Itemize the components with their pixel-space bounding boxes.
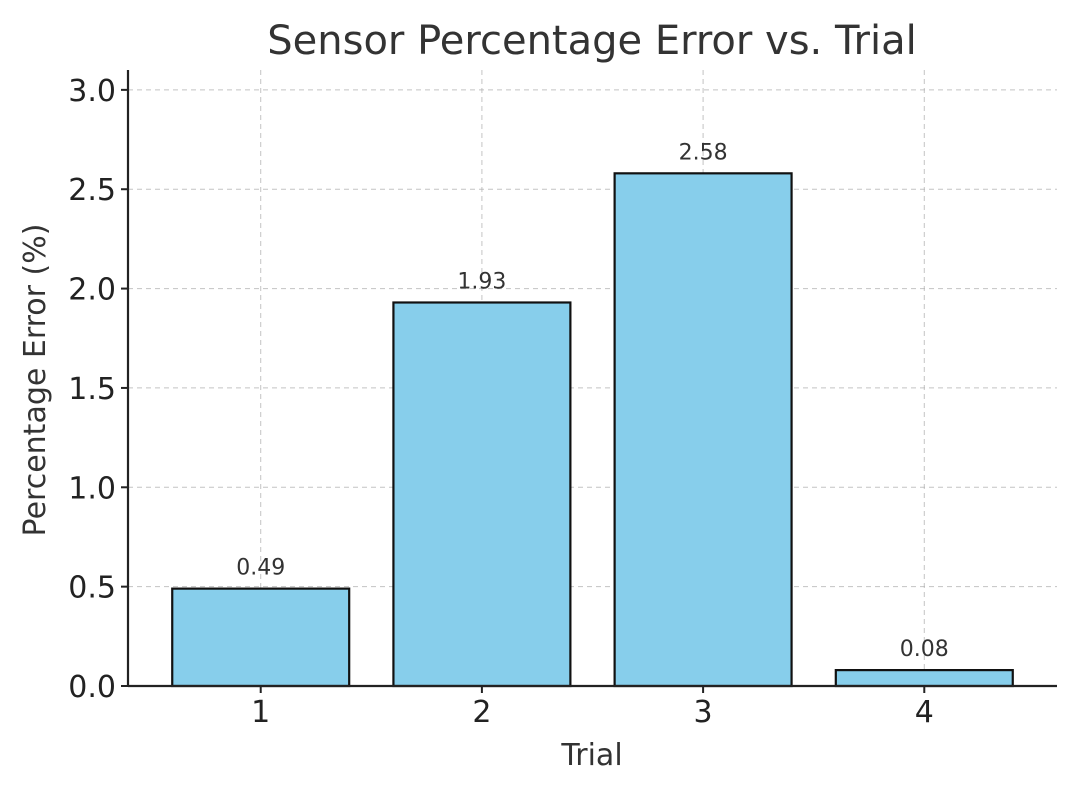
bar-trial-1 [171,587,351,688]
grid [128,70,1057,687]
bar-trial-3 [613,172,793,688]
y-tick-label: 1.5 [68,372,116,407]
y-tick-label: 0.0 [68,670,116,705]
x-tick-label: 3 [694,695,713,730]
chart-title: Sensor Percentage Error vs. Trial [267,18,916,64]
data-label: 0.08 [900,637,949,662]
y-tick-label: 0.5 [68,571,116,606]
x-tick-label: 1 [251,695,270,730]
bars [171,172,1014,688]
data-label: 2.58 [679,140,728,165]
data-labels: 0.49 1.93 2.58 0.08 [236,140,949,662]
y-tick-label: 1.0 [68,471,116,506]
y-tick-label: 2.0 [68,273,116,308]
x-axis-label: Trial [560,738,622,773]
x-tick-label: 2 [472,695,491,730]
y-tick-label: 2.5 [68,173,116,208]
bar-trial-4 [834,669,1014,688]
x-tick-label: 4 [915,695,934,730]
tick-labels: 0.0 0.5 1.0 1.5 2.0 2.5 3.0 1 2 3 4 [68,74,934,730]
data-label: 0.49 [236,556,285,581]
y-tick-label: 3.0 [68,74,116,109]
axes [121,70,1057,693]
data-label: 1.93 [457,269,506,294]
bar-trial-2 [392,301,572,688]
y-axis-label: Percentage Error (%) [18,224,53,537]
